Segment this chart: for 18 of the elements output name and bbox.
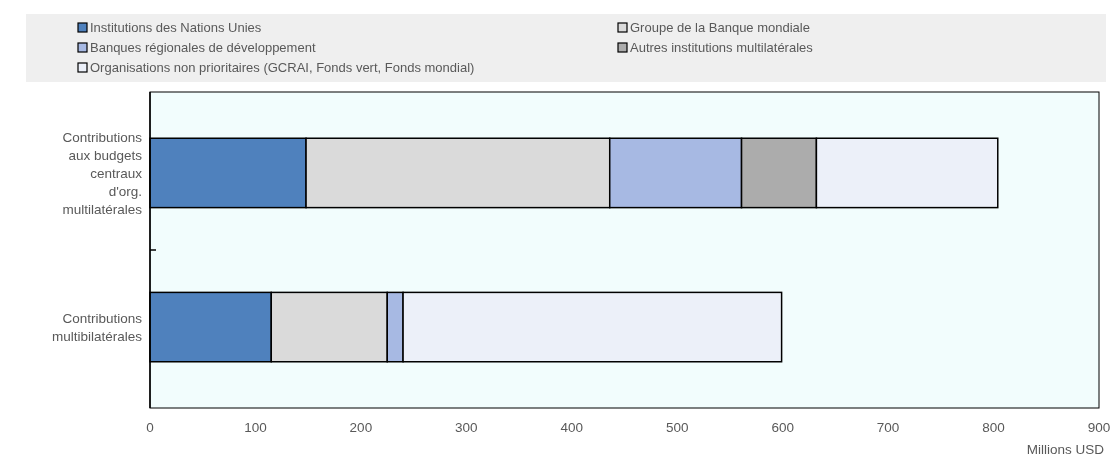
x-tick-label: 500 — [665, 420, 689, 435]
y-tick-label: Contributions aux budgets centraux d'org. multilatérales — [62, 129, 143, 217]
legend-label: Organisations non prioritaires (GCRAI, Fonds vert, Fonds mondial) — [90, 60, 475, 75]
x-tick-label: 200 — [349, 420, 373, 435]
x-tick-label: 900 — [1087, 420, 1111, 435]
x-tick-label: 400 — [560, 420, 584, 435]
x-tick-label: 600 — [771, 420, 794, 435]
y-tick-label: Contributions multibilatérales — [51, 311, 143, 345]
x-tick-label: 300 — [455, 420, 478, 435]
legend-label: Institutions des Nations Unies — [90, 20, 262, 35]
legend-label: Banques régionales de développement — [90, 40, 316, 55]
x-tick-label: 100 — [244, 420, 267, 435]
legend-label: Groupe de la Banque mondiale — [630, 20, 810, 35]
x-tick-label: 800 — [982, 420, 1005, 435]
legend-label: Autres institutions multilatérales — [630, 40, 814, 55]
x-tick-label: 700 — [876, 420, 900, 435]
x-tick-label: 0 — [146, 420, 154, 435]
x-axis-title: Millions USD — [1026, 442, 1105, 457]
